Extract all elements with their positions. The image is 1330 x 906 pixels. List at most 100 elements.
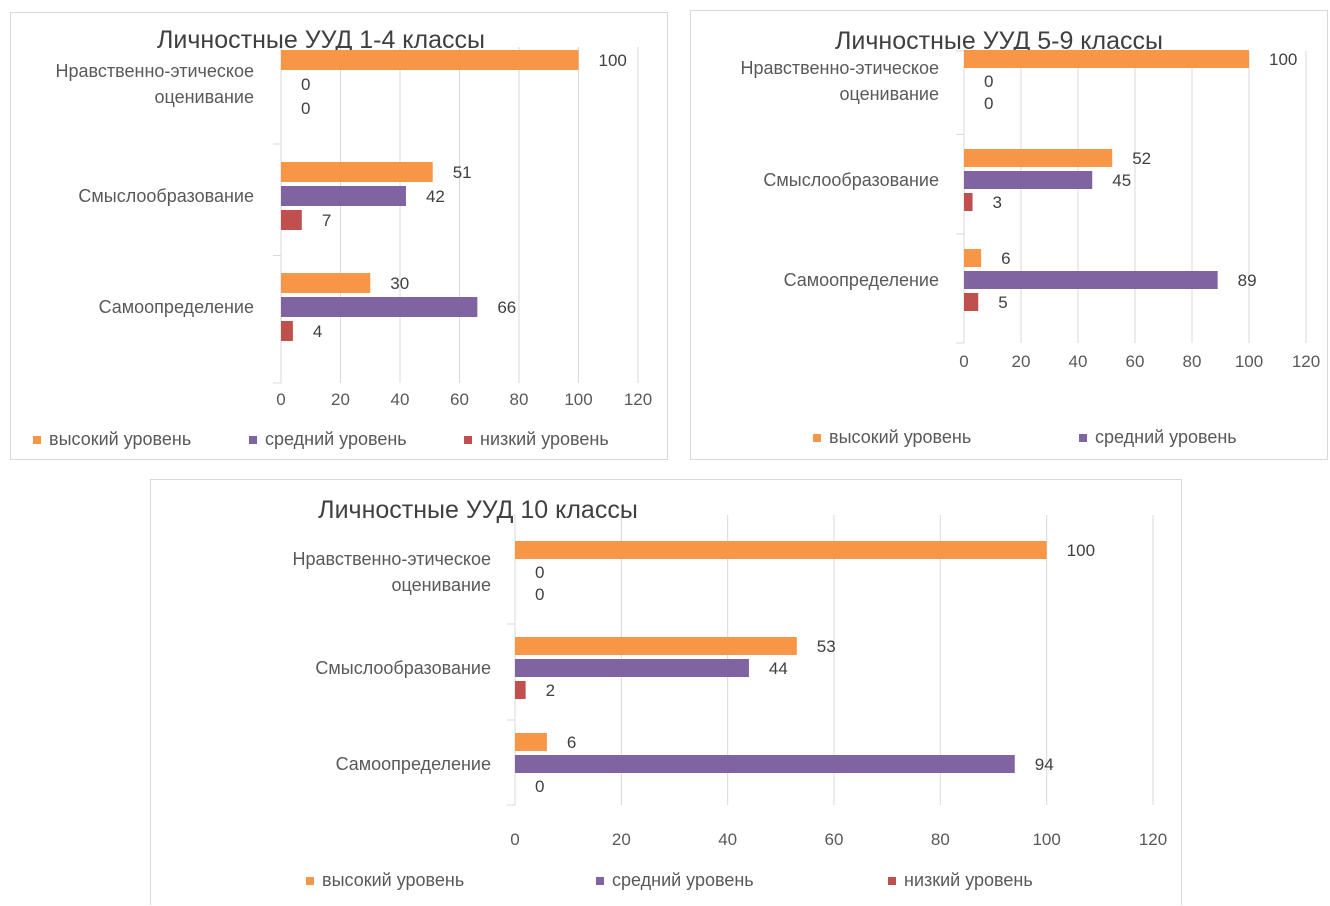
data-label: 0 bbox=[535, 585, 544, 604]
category-label: Смыслообразование bbox=[315, 658, 491, 678]
data-label: 89 bbox=[1238, 271, 1257, 290]
x-tick-label: 20 bbox=[1012, 352, 1031, 371]
x-tick-label: 100 bbox=[564, 390, 592, 409]
bar-high bbox=[515, 637, 797, 655]
data-label: 7 bbox=[322, 211, 331, 230]
bar-high bbox=[964, 249, 982, 267]
legend-swatch-low bbox=[888, 877, 896, 885]
x-tick-label: 0 bbox=[510, 830, 519, 849]
legend-swatch-mid bbox=[1079, 434, 1087, 442]
x-tick-label: 120 bbox=[624, 390, 652, 409]
category-label: Нравственно-этическое оценивание bbox=[293, 549, 491, 595]
x-tick-label: 40 bbox=[1069, 352, 1088, 371]
bar-high bbox=[964, 149, 1113, 167]
legend-label-high: высокий уровень bbox=[322, 870, 464, 890]
x-tick-label: 80 bbox=[1183, 352, 1202, 371]
bar-mid bbox=[964, 171, 1093, 189]
category-label: Самоопределение bbox=[99, 297, 254, 317]
chart-panel-grades-10: 0 20 40 60 80 100 120 Личностные УУД 10 классы 1… bbox=[150, 479, 1182, 905]
x-tick-label: 100 bbox=[1235, 352, 1263, 371]
data-label: 53 bbox=[817, 637, 836, 656]
x-tick-label: 120 bbox=[1292, 352, 1320, 371]
bar-high bbox=[281, 162, 433, 182]
x-tick-label: 20 bbox=[331, 390, 350, 409]
bar-high bbox=[964, 50, 1249, 68]
data-label: 52 bbox=[1132, 149, 1151, 168]
chart-title: Личностные УУД 1-4 классы bbox=[157, 26, 485, 54]
x-tick-label: 40 bbox=[718, 830, 737, 849]
legend-swatch-high bbox=[306, 877, 314, 885]
x-tick-label: 100 bbox=[1032, 830, 1060, 849]
x-tick-label: 0 bbox=[276, 390, 285, 409]
bar-mid bbox=[281, 297, 478, 317]
data-label: 94 bbox=[1035, 755, 1054, 774]
data-label: 51 bbox=[453, 163, 472, 182]
bar-mid bbox=[515, 659, 749, 677]
chart-panel-grades-1-4: 0 20 40 60 80 100 120 Личностные УУД 1-4 классы… bbox=[10, 12, 668, 460]
chart-panel-grades-5-9: 0 20 40 60 80 100 120 Личностные УУД 5-9 классы… bbox=[690, 10, 1328, 460]
category-label: Смыслообразование bbox=[763, 170, 939, 190]
x-tick-label: 60 bbox=[1126, 352, 1145, 371]
data-label: 4 bbox=[313, 322, 322, 341]
legend-label-high: высокий уровень bbox=[49, 429, 191, 449]
bar-mid bbox=[281, 186, 406, 206]
bar-low bbox=[281, 210, 302, 230]
category-label: Нравственно-этическое оценивание bbox=[56, 61, 254, 107]
data-label: 66 bbox=[497, 298, 516, 317]
data-label: 0 bbox=[301, 99, 310, 118]
legend-swatch-high bbox=[813, 434, 821, 442]
data-label: 5 bbox=[998, 293, 1007, 312]
data-label: 100 bbox=[599, 51, 627, 70]
x-tick-label: 60 bbox=[450, 390, 469, 409]
category-label: Нравственно-этическое оценивание bbox=[741, 58, 939, 104]
data-label: 100 bbox=[1067, 541, 1095, 560]
data-label: 0 bbox=[301, 75, 310, 94]
data-label: 45 bbox=[1112, 171, 1131, 190]
legend-label-mid: средний уровень bbox=[612, 870, 754, 890]
bar-mid bbox=[515, 755, 1015, 773]
category-label: Смыслообразование bbox=[78, 186, 254, 206]
data-label: 0 bbox=[535, 563, 544, 582]
data-label: 6 bbox=[1001, 249, 1010, 268]
x-tick-label: 20 bbox=[612, 830, 631, 849]
bar-low bbox=[964, 293, 979, 311]
legend-swatch-mid bbox=[596, 877, 604, 885]
data-label: 0 bbox=[535, 777, 544, 796]
legend-label-high: высокий уровень bbox=[829, 427, 971, 447]
bar-low bbox=[964, 193, 973, 211]
category-label: Самоопределение bbox=[784, 270, 939, 290]
data-label: 6 bbox=[567, 733, 576, 752]
x-tick-label: 80 bbox=[510, 390, 529, 409]
legend-label-low: низкий уровень bbox=[480, 429, 609, 449]
category-label: Самоопределение bbox=[336, 754, 491, 774]
data-label: 42 bbox=[426, 187, 445, 206]
data-label: 0 bbox=[984, 94, 993, 113]
x-tick-label: 0 bbox=[959, 352, 968, 371]
data-label: 100 bbox=[1269, 50, 1297, 69]
bar-high bbox=[281, 50, 579, 70]
bar-mid bbox=[964, 271, 1218, 289]
data-label: 44 bbox=[769, 659, 788, 678]
bar-high bbox=[281, 273, 371, 293]
x-tick-label: 60 bbox=[825, 830, 844, 849]
data-label: 0 bbox=[984, 72, 993, 91]
legend-label-mid: средний уровень bbox=[265, 429, 407, 449]
data-label: 2 bbox=[546, 681, 555, 700]
legend-swatch-high bbox=[33, 436, 41, 444]
legend-swatch-mid bbox=[249, 436, 257, 444]
legend-swatch-low bbox=[464, 436, 472, 444]
legend-label-mid: средний уровень bbox=[1095, 427, 1237, 447]
bar-low bbox=[281, 321, 293, 341]
bar-high bbox=[515, 733, 547, 751]
x-tick-label: 80 bbox=[931, 830, 950, 849]
x-tick-label: 40 bbox=[391, 390, 410, 409]
chart-title: Личностные УУД 10 классы bbox=[318, 496, 638, 524]
bar-high bbox=[515, 541, 1047, 559]
legend-label-low: низкий уровень bbox=[904, 870, 1033, 890]
data-label: 3 bbox=[993, 193, 1002, 212]
data-label: 30 bbox=[390, 274, 409, 293]
x-tick-label: 120 bbox=[1139, 830, 1167, 849]
